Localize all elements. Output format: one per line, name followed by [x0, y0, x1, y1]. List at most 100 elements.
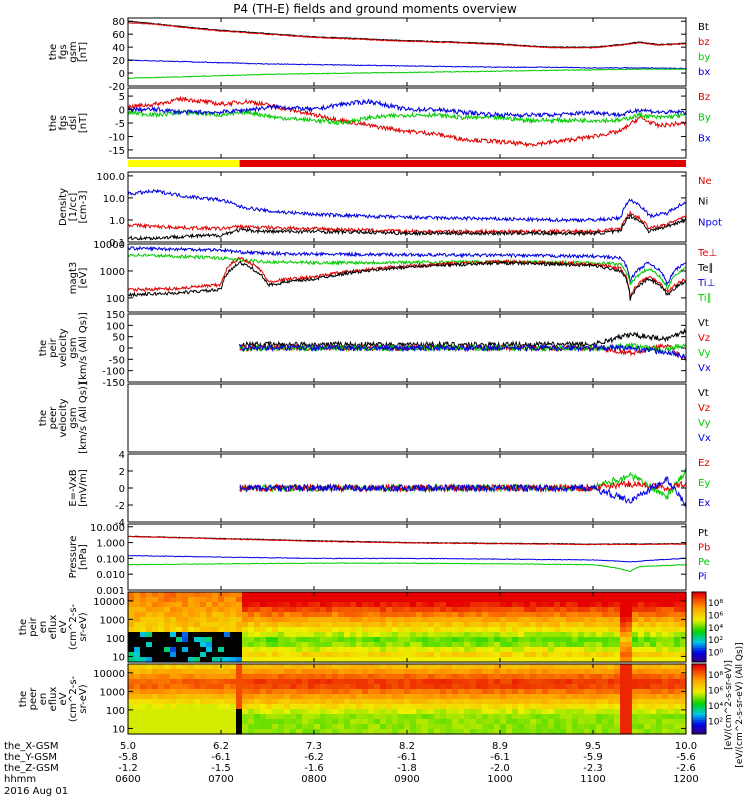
spec-cell-peer_spec — [278, 699, 285, 705]
spec-cell-peir_spec — [638, 657, 645, 663]
spec-cell-peir_spec — [182, 657, 189, 663]
colorbar-swatch — [692, 671, 706, 674]
spec-cell-peir_spec — [260, 622, 267, 628]
spec-cell-peer_spec — [542, 709, 549, 715]
spec-cell-peer_spec — [548, 664, 555, 670]
spec-cell-peir_spec — [422, 607, 429, 613]
spec-cell-peir_spec — [308, 642, 315, 648]
spec-cell-peir_spec — [482, 647, 489, 653]
spec-cell-peer_spec — [224, 719, 231, 725]
spec-cell-peer_spec — [662, 729, 669, 735]
spec-cell-peir_spec — [518, 642, 525, 648]
colorbar-tick-label: 10⁴ — [708, 624, 723, 634]
spec-cell-peer_spec — [644, 709, 651, 715]
ytick-label-temperature: 1000 — [100, 267, 125, 278]
spec-cell-peir_spec — [614, 637, 621, 643]
spec-cell-peer_spec — [308, 664, 315, 670]
spec-cell-peer_spec — [650, 719, 657, 725]
spec-cell-peir_spec — [518, 602, 525, 608]
spec-cell-peir_spec — [464, 632, 471, 638]
spec-cell-peir_spec — [446, 617, 453, 623]
spec-cell-peir_spec — [164, 617, 171, 623]
spec-cell-peer_spec — [554, 729, 561, 735]
spec-cell-peer_spec — [668, 694, 675, 700]
spec-cell-peer_spec — [650, 724, 657, 730]
spec-cell-peer_spec — [314, 684, 321, 690]
spec-cell-peir_spec — [206, 617, 213, 623]
ephemeris-value: -1.5 — [211, 763, 231, 774]
spec-cell-peer_spec — [386, 669, 393, 675]
spec-cell-peir_spec — [200, 622, 207, 628]
spec-cell-peer_spec — [602, 674, 609, 680]
legend-fgs_dsl-Bx: Bx — [698, 133, 711, 144]
spec-cell-peer_spec — [644, 729, 651, 735]
spec-cell-peer_spec — [428, 674, 435, 680]
spec-cell-peer_spec — [176, 684, 183, 690]
spec-cell-peir_spec — [512, 592, 519, 598]
spec-cell-peer_spec — [206, 714, 213, 720]
spec-cell-peer_spec — [428, 684, 435, 690]
spec-cell-peir_spec — [242, 652, 249, 658]
spec-cell-peir_spec — [458, 642, 465, 648]
spec-cell-peir_spec — [188, 617, 195, 623]
spec-cell-peir_spec — [566, 602, 573, 608]
spec-cell-peer_spec — [278, 719, 285, 725]
spec-cell-peir_spec — [326, 637, 333, 643]
spec-cell-peir_spec — [644, 627, 651, 633]
spec-cell-peir_spec — [626, 657, 633, 663]
spec-cell-peer_spec — [260, 674, 267, 680]
spec-cell-peer_spec — [524, 709, 531, 715]
spec-cell-peir_spec — [596, 627, 603, 633]
spec-cell-peir_spec — [656, 617, 663, 623]
spec-cell-peer_spec — [302, 694, 309, 700]
spec-cell-peer_spec — [446, 689, 453, 695]
spec-cell-peer_spec — [248, 674, 255, 680]
spec-cell-peer_spec — [200, 679, 207, 685]
spec-cell-peir_spec — [260, 642, 267, 648]
spec-cell-peir_spec — [140, 602, 147, 608]
spec-cell-peir_spec — [230, 592, 237, 598]
spec-cell-peir_spec — [632, 607, 639, 613]
spec-cell-peir_spec — [350, 637, 357, 643]
spec-cell-peir_spec — [374, 652, 381, 658]
series-density-Npot — [128, 188, 686, 223]
spec-cell-peer_spec — [308, 724, 315, 730]
spec-cell-peir_spec — [284, 597, 291, 603]
spec-cell-peir_spec — [230, 622, 237, 628]
spec-cell-peir_spec — [608, 627, 615, 633]
spec-cell-peir_spec — [290, 602, 297, 608]
spec-cell-peer_spec — [206, 679, 213, 685]
spec-cell-peer_spec — [506, 699, 513, 705]
spec-cell-peer_spec — [200, 689, 207, 695]
ephemeris-label: the_X-GSM — [4, 741, 58, 752]
spec-cell-peer_spec — [344, 729, 351, 735]
spec-cell-peir_spec — [452, 622, 459, 628]
spec-cell-peer_spec — [206, 674, 213, 680]
spec-cell-peir_spec — [542, 597, 549, 603]
spec-cell-peer_spec — [512, 674, 519, 680]
spec-cell-peir_spec — [386, 612, 393, 618]
spec-cell-peir_spec — [302, 657, 309, 663]
spec-cell-peer_spec — [308, 674, 315, 680]
spec-cell-peer_spec — [236, 694, 243, 700]
spec-cell-peer_spec — [530, 694, 537, 700]
spec-cell-peer_spec — [344, 679, 351, 685]
spec-cell-peir_spec — [152, 627, 159, 633]
spec-cell-peir_spec — [500, 617, 507, 623]
spec-cell-peir_spec — [428, 612, 435, 618]
spec-cell-peer_spec — [512, 689, 519, 695]
spec-cell-peir_spec — [200, 657, 207, 663]
spec-cell-peir_spec — [194, 602, 201, 608]
spec-cell-peir_spec — [416, 592, 423, 598]
spec-cell-peer_spec — [200, 684, 207, 690]
spec-cell-peer_spec — [590, 679, 597, 685]
spec-cell-peir_spec — [200, 642, 207, 648]
spec-cell-peir_spec — [134, 657, 141, 663]
spec-cell-peer_spec — [146, 684, 153, 690]
spec-cell-peir_spec — [356, 627, 363, 633]
spec-cell-peir_spec — [404, 647, 411, 653]
spec-cell-peir_spec — [434, 642, 441, 648]
spec-cell-peer_spec — [428, 729, 435, 735]
spec-cell-peer_spec — [608, 719, 615, 725]
spec-cell-peer_spec — [152, 709, 159, 715]
